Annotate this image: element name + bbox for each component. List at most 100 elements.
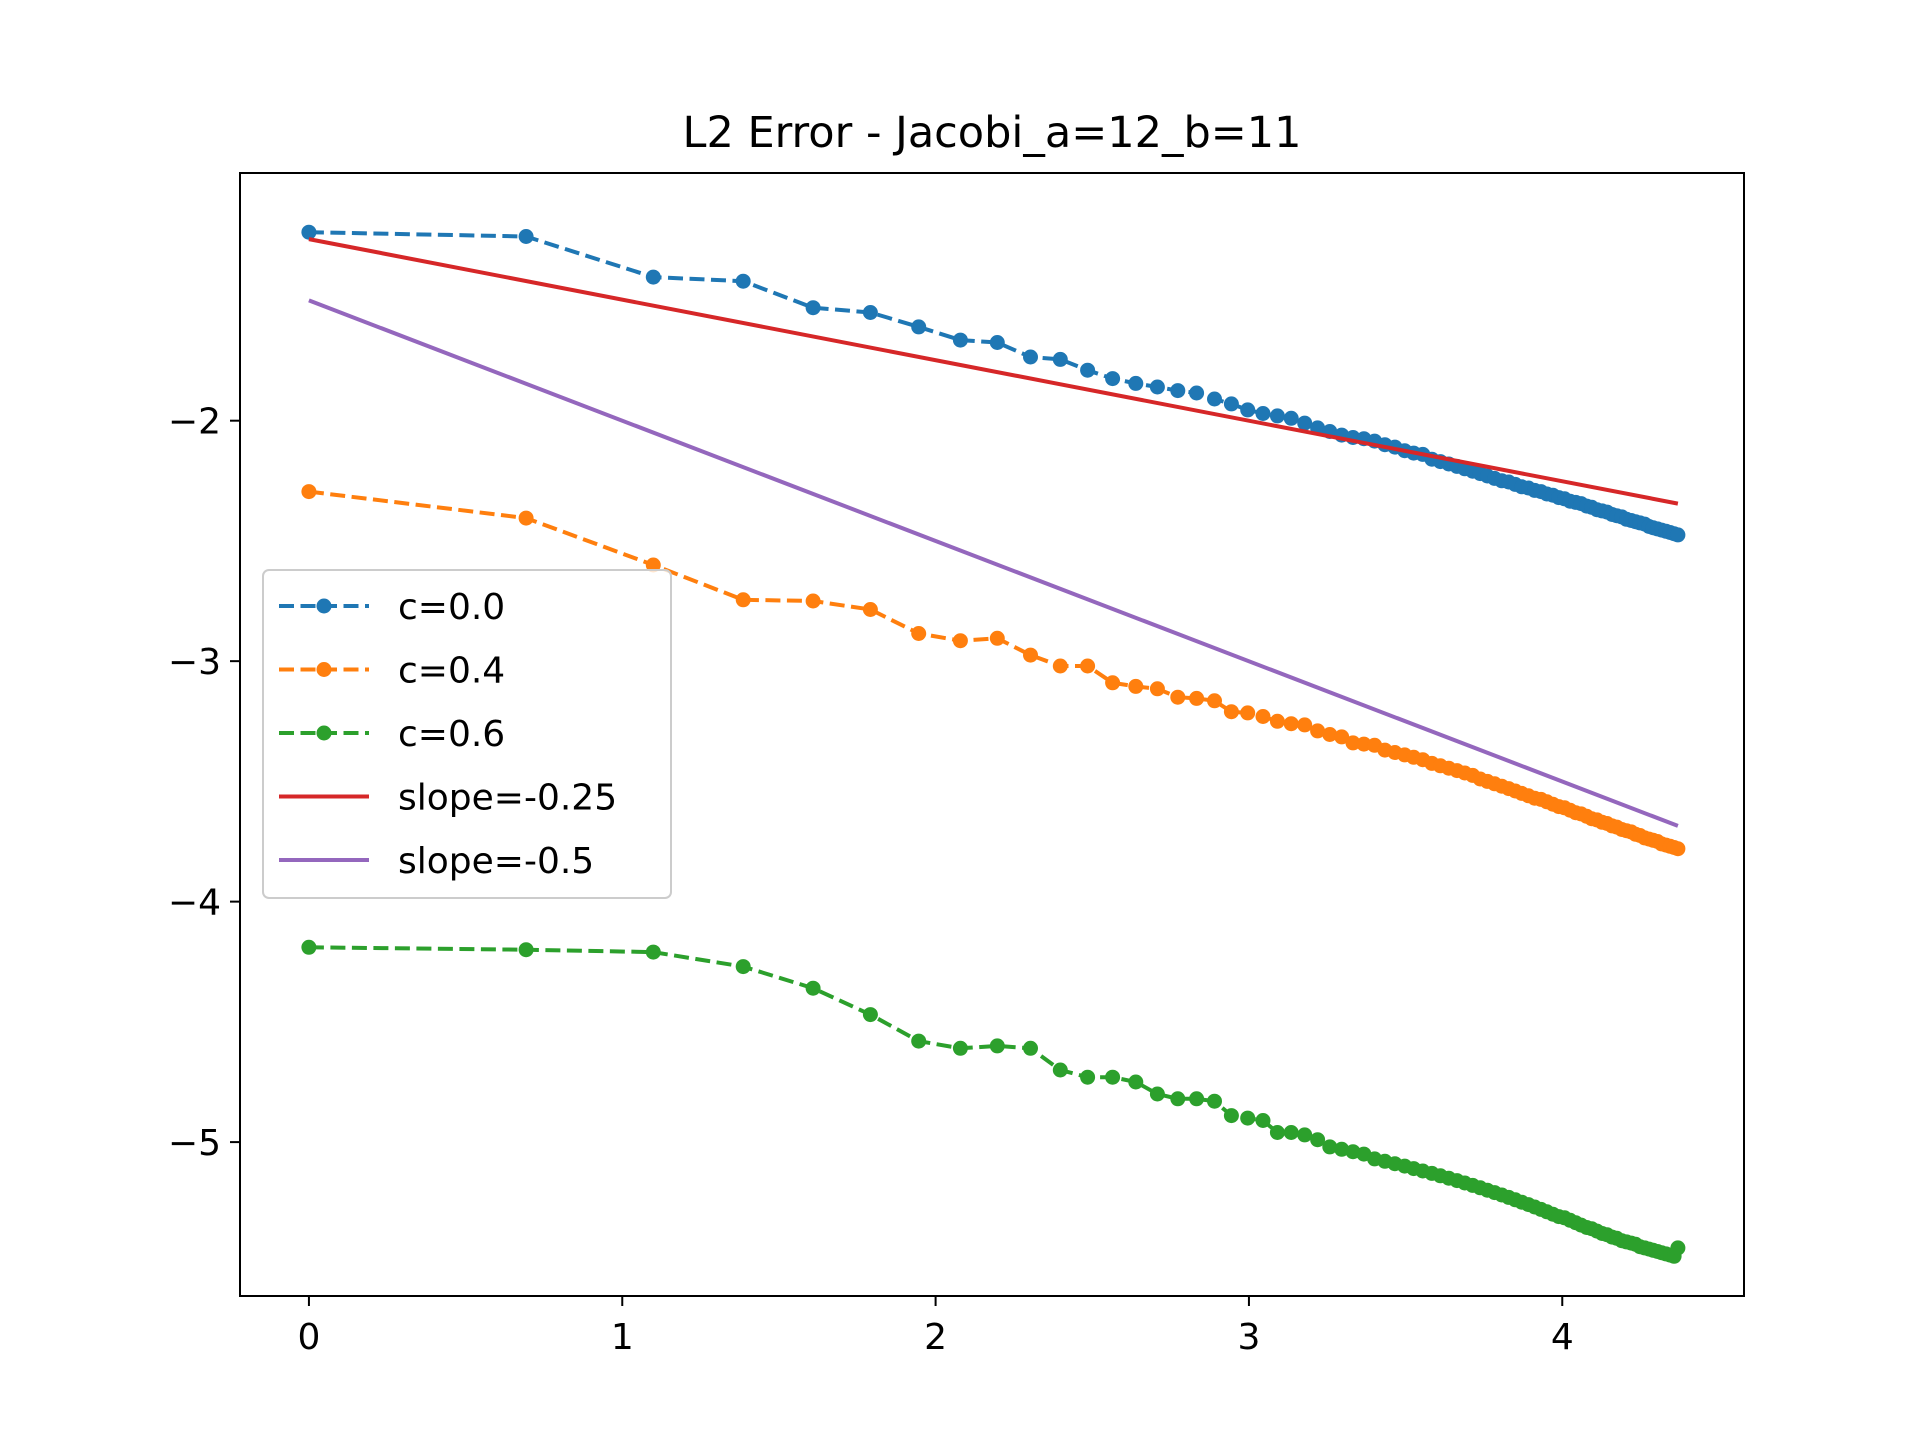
y-tick-label: −5 [168,1123,221,1164]
data-point [1128,375,1144,391]
y-tick-label: −2 [168,402,221,443]
series-c=0.6 [301,939,1686,1264]
data-point [1189,1091,1205,1107]
data-point [1052,1062,1068,1078]
y-tick-label: −3 [168,642,221,683]
data-point [1080,362,1096,378]
data-point [1334,729,1350,745]
data-point [1240,1110,1256,1126]
data-point [952,1040,968,1056]
data-point [735,273,751,289]
series-layer [301,224,1686,1264]
data-point [1149,379,1165,395]
data-point [805,980,821,996]
data-point [1269,408,1285,424]
data-point [645,269,661,285]
data-point [1023,647,1038,663]
data-point [1170,689,1186,705]
legend-label: slope=-0.25 [398,778,617,819]
data-point [1310,1132,1326,1148]
data-point [1297,717,1313,733]
legend-label: slope=-0.5 [398,841,594,882]
data-point [1255,709,1271,724]
legend-swatch-marker [316,725,332,741]
data-point [862,305,878,320]
x-tick-label: 2 [924,1317,947,1358]
data-point [1240,705,1256,721]
data-point [1052,351,1068,367]
data-point [911,319,927,335]
data-point [735,592,751,608]
data-point [989,630,1005,646]
data-point [1283,716,1299,732]
data-point [1670,1240,1686,1256]
data-point [1189,385,1205,401]
data-point [1105,371,1121,387]
data-point [645,557,661,573]
data-point [989,1038,1005,1054]
series-c=0.0 [301,224,1686,543]
y-tick-label: −4 [168,883,221,924]
data-point [805,593,821,609]
data-point [301,939,317,955]
legend-swatch-marker [316,598,332,614]
data-point [645,944,661,960]
data-point [1223,704,1239,720]
data-point [1297,415,1313,431]
x-tick-label: 4 [1551,1317,1574,1358]
data-point [1052,658,1068,674]
data-point [1149,1086,1165,1102]
data-point [1345,735,1361,751]
x-axis: 0 1 2 3 4 [297,1296,1574,1358]
legend-entry-c=0.4: c=0.4 [279,651,505,692]
legend-entry-slope=-0.25: slope=-0.25 [279,778,617,819]
legend-label: c=0.0 [398,587,505,628]
series-c=0.4 [301,484,1686,857]
data-point [1670,527,1686,543]
data-point [1189,690,1205,706]
series-slope=-0.5 [308,298,1679,828]
legend-entry-c=0.0: c=0.0 [279,587,505,628]
legend: c=0.0 c=0.4 c=0.6 slope=-0.25 slope=-0.5 [262,569,672,899]
data-point [1223,1108,1239,1124]
data-point [1240,402,1256,418]
data-point [1207,1093,1222,1109]
data-point [1170,1091,1186,1107]
legend-entry-slope=-0.5: slope=-0.5 [279,841,594,882]
data-point [862,1007,878,1023]
data-point [862,602,878,617]
data-point [1322,727,1338,742]
legend-entry-c=0.6: c=0.6 [279,714,505,755]
series-slope=-0.25 [308,237,1679,506]
data-point [1080,1069,1096,1085]
data-point [952,633,968,649]
data-point [989,335,1005,350]
data-point [518,942,534,958]
data-point [1322,1139,1338,1155]
data-point [1283,1125,1299,1140]
data-point [1128,1074,1144,1090]
data-point [911,626,927,641]
legend-box [262,569,672,899]
data-point [1023,1040,1038,1056]
data-point [1128,678,1144,694]
data-point [1297,1127,1313,1143]
series-line [308,298,1679,828]
data-point [1255,406,1271,421]
data-point [1105,1069,1121,1085]
data-point [1207,693,1222,709]
data-point [805,300,821,316]
data-point [1670,841,1686,857]
legend-swatch-marker [316,662,332,677]
data-point [1105,675,1121,691]
data-point [1310,723,1326,739]
x-tick-label: 1 [611,1317,634,1358]
x-tick-label: 0 [297,1317,320,1358]
data-point [735,959,751,975]
series-line [308,237,1679,506]
data-point [1207,391,1222,407]
data-point [1269,713,1285,729]
data-point [1334,1141,1350,1157]
y-axis: −2 −3 −4 −5 [168,402,240,1164]
data-point [1283,410,1299,426]
